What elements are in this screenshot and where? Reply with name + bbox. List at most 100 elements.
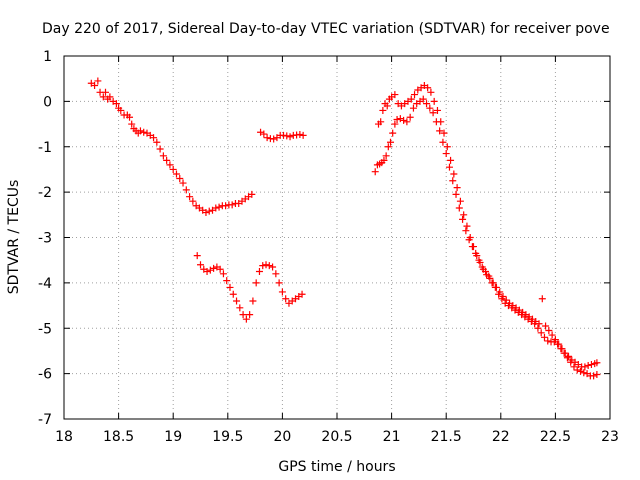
data-point bbox=[423, 100, 431, 108]
data-point bbox=[452, 190, 460, 198]
data-point bbox=[443, 143, 451, 151]
data-point bbox=[176, 175, 184, 183]
data-point bbox=[389, 129, 397, 137]
data-point bbox=[249, 297, 257, 305]
data-point bbox=[202, 209, 210, 217]
data-point bbox=[259, 262, 267, 270]
data-point bbox=[197, 261, 204, 269]
data-point bbox=[391, 91, 399, 99]
data-point bbox=[542, 322, 550, 330]
data-point bbox=[91, 81, 99, 89]
data-point bbox=[419, 95, 427, 103]
data-point bbox=[286, 133, 294, 141]
data-point bbox=[393, 116, 401, 124]
data-point bbox=[182, 186, 190, 194]
grid bbox=[64, 56, 610, 419]
data-point bbox=[593, 359, 601, 367]
data-point bbox=[555, 340, 563, 348]
data-point bbox=[407, 95, 415, 103]
data-point bbox=[483, 271, 491, 279]
data-point bbox=[262, 261, 270, 269]
y-tick-label: -6 bbox=[38, 367, 52, 383]
data-point bbox=[205, 207, 213, 215]
data-point bbox=[380, 156, 388, 164]
data-point bbox=[565, 352, 573, 360]
data-point bbox=[193, 252, 201, 260]
data-point bbox=[561, 349, 569, 357]
data-point bbox=[577, 367, 585, 375]
x-tick-label: 22.5 bbox=[540, 429, 571, 445]
data-point bbox=[99, 93, 107, 101]
data-point bbox=[265, 262, 273, 270]
data-point bbox=[581, 363, 589, 371]
data-point bbox=[189, 197, 197, 205]
data-point bbox=[382, 152, 390, 160]
data-point bbox=[126, 113, 134, 121]
data-point bbox=[459, 215, 467, 223]
data-point bbox=[223, 277, 231, 285]
x-tick-label: 23 bbox=[601, 429, 619, 445]
data-point bbox=[226, 283, 234, 291]
data-point bbox=[502, 296, 510, 304]
data-point bbox=[442, 150, 450, 158]
data-point bbox=[270, 135, 278, 143]
data-point bbox=[593, 371, 601, 379]
data-point bbox=[406, 113, 414, 121]
data-point bbox=[229, 290, 237, 298]
y-axis-label: SDTVAR / TECUs bbox=[6, 180, 22, 295]
series-arc-2 bbox=[193, 252, 306, 323]
data-point bbox=[463, 222, 471, 230]
y-tick-label: 1 bbox=[43, 49, 52, 65]
data-point bbox=[169, 165, 177, 173]
x-tick-label: 20 bbox=[273, 429, 291, 445]
data-point bbox=[246, 311, 254, 319]
data-point bbox=[166, 161, 174, 169]
data-point bbox=[140, 128, 148, 136]
x-tick-label: 22 bbox=[492, 429, 510, 445]
data-point bbox=[551, 336, 559, 344]
y-tick-label: -3 bbox=[38, 231, 52, 247]
data-point bbox=[544, 337, 552, 345]
data-point bbox=[371, 168, 379, 176]
data-point bbox=[580, 369, 588, 377]
data-point bbox=[275, 279, 283, 287]
data-point bbox=[282, 295, 290, 303]
data-point bbox=[252, 279, 260, 287]
data-point bbox=[400, 116, 408, 124]
series-arc-1 bbox=[87, 77, 256, 217]
x-tick-label: 18.5 bbox=[103, 429, 134, 445]
data-point bbox=[153, 138, 161, 146]
data-point bbox=[163, 156, 171, 164]
data-point bbox=[384, 143, 392, 151]
data-point bbox=[453, 184, 461, 192]
data-point bbox=[383, 102, 391, 110]
data-point bbox=[447, 156, 455, 164]
data-point bbox=[212, 204, 220, 212]
data-point bbox=[445, 163, 453, 171]
x-tick-label: 21 bbox=[383, 429, 401, 445]
data-point bbox=[409, 104, 417, 112]
data-point bbox=[449, 177, 457, 185]
data-point bbox=[239, 311, 247, 319]
data-point bbox=[269, 263, 277, 271]
data-point bbox=[248, 190, 256, 198]
data-point bbox=[429, 109, 437, 117]
axis-ticks bbox=[63, 55, 611, 420]
x-tick-label: 19.5 bbox=[212, 429, 243, 445]
data-point bbox=[236, 304, 244, 312]
data-point bbox=[424, 84, 432, 92]
data-point bbox=[101, 88, 109, 96]
data-point bbox=[427, 88, 435, 96]
data-point bbox=[584, 361, 592, 369]
x-tick-label: 20.5 bbox=[321, 429, 352, 445]
series-arc-5 bbox=[374, 81, 601, 371]
data-point bbox=[136, 127, 144, 135]
data-point bbox=[476, 258, 484, 266]
series-arc-3 bbox=[257, 128, 307, 143]
data-point bbox=[263, 134, 271, 142]
data-point bbox=[403, 118, 411, 126]
data-point bbox=[455, 204, 463, 212]
data-point bbox=[411, 91, 419, 99]
data-point bbox=[172, 170, 180, 178]
data-point bbox=[587, 361, 595, 369]
